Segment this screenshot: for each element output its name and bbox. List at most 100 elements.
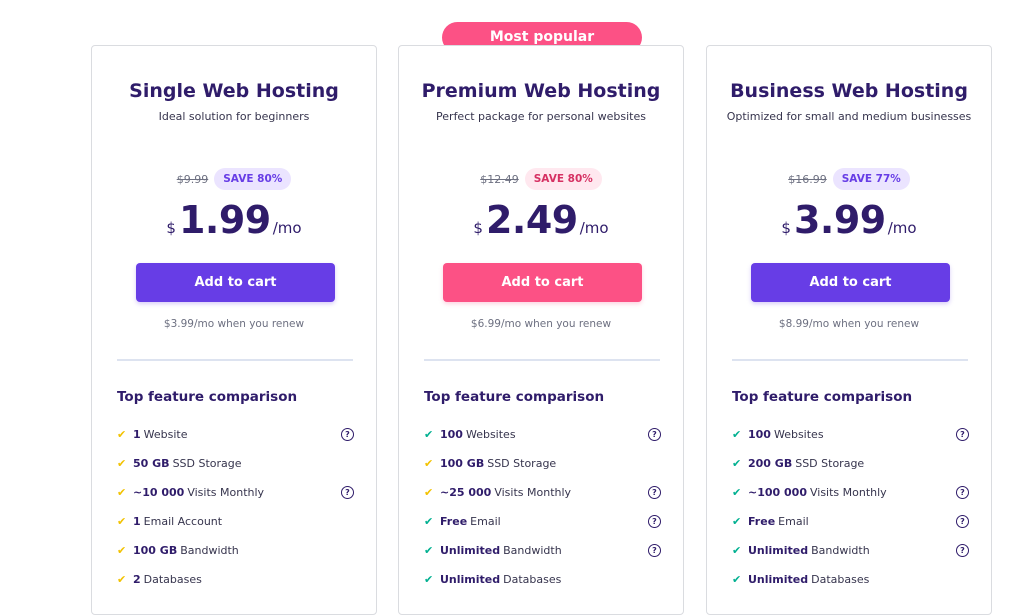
feature-value: 100 GB [440, 457, 485, 470]
check-icon: ✔ [117, 573, 127, 586]
price-comparison: $9.99 SAVE 80% [92, 166, 376, 192]
feature-item: ✔ 100 GB Bandwidth [117, 544, 354, 573]
add-to-cart-button[interactable]: Add to cart [443, 263, 642, 302]
renew-price: $3.99/mo when you renew [163, 318, 305, 330]
plan-title: Single Web Hosting [129, 80, 339, 102]
plan-subtitle: Perfect package for personal websites [436, 110, 646, 123]
plan-card-business: Business Web Hosting Optimized for small… [706, 45, 992, 615]
help-icon[interactable]: ? [648, 428, 661, 441]
check-icon: ✔ [117, 544, 127, 557]
help-icon[interactable]: ? [956, 544, 969, 557]
help-icon[interactable]: ? [341, 486, 354, 499]
feature-value: Unlimited [440, 573, 501, 586]
feature-label: Visits Monthly [809, 486, 887, 499]
feature-value: 1 [133, 428, 141, 441]
check-icon: ✔ [424, 544, 434, 557]
help-icon[interactable]: ? [648, 544, 661, 557]
feature-list: ✔ 1 Website ? ✔ 50 GB SSD Storage ✔ ~10 … [117, 428, 354, 602]
divider [117, 359, 353, 361]
currency-symbol: $ [473, 219, 483, 237]
save-badge: SAVE 77% [832, 168, 910, 190]
help-icon[interactable]: ? [341, 428, 354, 441]
feature-value: Unlimited [440, 544, 501, 557]
feature-label: SSD Storage [172, 457, 242, 470]
feature-item: ✔ Unlimited Databases [424, 573, 661, 602]
feature-item: ✔ 1 Website ? [117, 428, 354, 457]
feature-label: SSD Storage [795, 457, 865, 470]
feature-label: Databases [811, 573, 870, 586]
price-period: /mo [887, 219, 917, 237]
plan-card-premium: Premium Web Hosting Perfect package for … [398, 45, 684, 615]
check-icon: ✔ [117, 486, 127, 499]
help-icon[interactable]: ? [956, 428, 969, 441]
check-icon: ✔ [424, 457, 434, 470]
feature-label: Visits Monthly [187, 486, 265, 499]
plan-title: Business Web Hosting [730, 80, 968, 102]
feature-value: 1 [133, 515, 141, 528]
feature-item: ✔ 50 GB SSD Storage [117, 457, 354, 486]
check-icon: ✔ [424, 573, 434, 586]
feature-item: ✔ 100 Websites ? [732, 428, 969, 457]
check-icon: ✔ [424, 428, 434, 441]
help-icon[interactable]: ? [648, 486, 661, 499]
plan-title: Premium Web Hosting [421, 80, 661, 102]
feature-value: Free [440, 515, 468, 528]
feature-heading: Top feature comparison [117, 389, 298, 405]
feature-list: ✔ 100 Websites ? ✔ 200 GB SSD Storage ✔ … [732, 428, 969, 602]
feature-item: ✔ ~100 000 Visits Monthly ? [732, 486, 969, 515]
feature-list: ✔ 100 Websites ? ✔ 100 GB SSD Storage ✔ … [424, 428, 661, 602]
renew-price: $8.99/mo when you renew [778, 318, 920, 330]
feature-value: 100 [440, 428, 463, 441]
feature-label: Databases [503, 573, 562, 586]
feature-label: Email Account [143, 515, 223, 528]
price-amount: 2.49 [485, 198, 578, 242]
price: $ 3.99 /mo [707, 198, 991, 242]
check-icon: ✔ [424, 486, 434, 499]
feature-label: Bandwidth [503, 544, 562, 557]
plan-card-single: Single Web Hosting Ideal solution for be… [91, 45, 377, 615]
check-icon: ✔ [732, 573, 742, 586]
help-icon[interactable]: ? [648, 515, 661, 528]
feature-value: 200 GB [748, 457, 793, 470]
currency-symbol: $ [166, 219, 176, 237]
price-amount: 3.99 [793, 198, 886, 242]
price-amount: 1.99 [178, 198, 271, 242]
feature-value: Unlimited [748, 544, 809, 557]
feature-label: Email [778, 515, 809, 528]
feature-item: ✔ 100 GB SSD Storage [424, 457, 661, 486]
feature-value: Unlimited [748, 573, 809, 586]
feature-heading: Top feature comparison [424, 389, 605, 405]
price: $ 2.49 /mo [399, 198, 683, 242]
old-price: $12.49 [480, 172, 519, 186]
add-to-cart-button[interactable]: Add to cart [136, 263, 335, 302]
feature-label: Databases [143, 573, 202, 586]
feature-item: ✔ 100 Websites ? [424, 428, 661, 457]
feature-label: Visits Monthly [494, 486, 572, 499]
feature-item: ✔ Unlimited Bandwidth ? [732, 544, 969, 573]
price: $ 1.99 /mo [92, 198, 376, 242]
help-icon[interactable]: ? [956, 486, 969, 499]
feature-label: Bandwidth [811, 544, 870, 557]
renew-price: $6.99/mo when you renew [470, 318, 612, 330]
plan-subtitle: Optimized for small and medium businesse… [726, 110, 972, 123]
feature-item: ✔ 1 Email Account [117, 515, 354, 544]
check-icon: ✔ [732, 515, 742, 528]
feature-item: ✔ 2 Databases [117, 573, 354, 602]
feature-value: ~10 000 [133, 486, 185, 499]
feature-item: ✔ ~25 000 Visits Monthly ? [424, 486, 661, 515]
divider [424, 359, 660, 361]
feature-value: 2 [133, 573, 141, 586]
price-period: /mo [272, 219, 302, 237]
price-comparison: $12.49 SAVE 80% [399, 166, 683, 192]
add-to-cart-button[interactable]: Add to cart [751, 263, 950, 302]
divider [732, 359, 968, 361]
check-icon: ✔ [424, 515, 434, 528]
feature-label: SSD Storage [487, 457, 557, 470]
help-icon[interactable]: ? [956, 515, 969, 528]
check-icon: ✔ [732, 428, 742, 441]
check-icon: ✔ [117, 428, 127, 441]
feature-value: Free [748, 515, 776, 528]
check-icon: ✔ [732, 486, 742, 499]
check-icon: ✔ [117, 457, 127, 470]
feature-item: ✔ Free Email ? [732, 515, 969, 544]
